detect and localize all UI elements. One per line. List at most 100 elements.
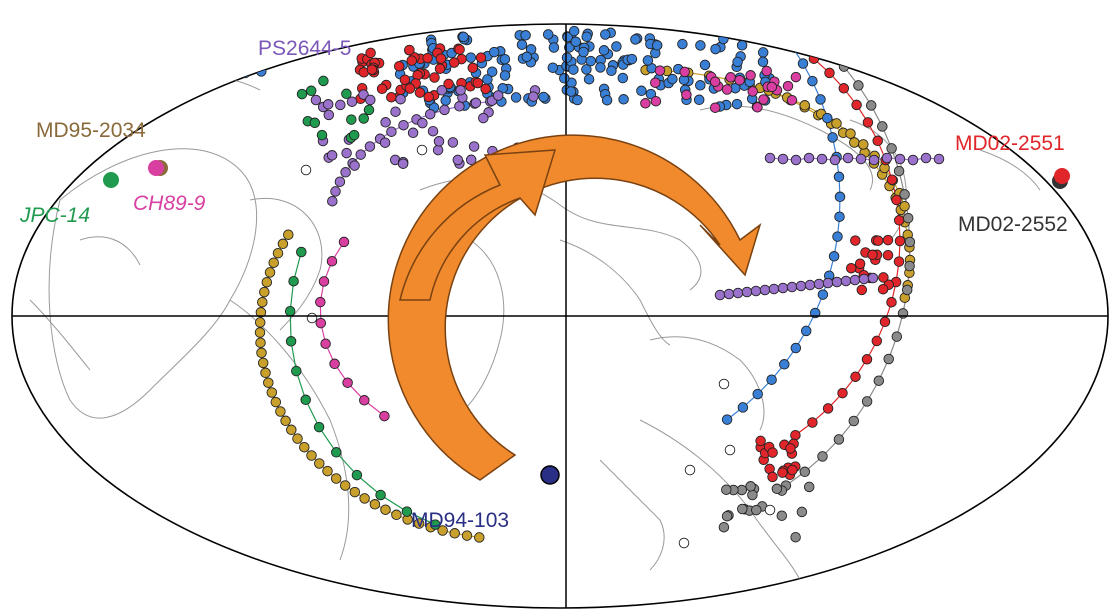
sample-point xyxy=(845,128,856,139)
sample-point xyxy=(867,272,879,284)
sample-point xyxy=(858,273,870,285)
sample-point xyxy=(899,189,910,200)
jpc14-dot xyxy=(103,172,119,188)
sample-point xyxy=(439,104,450,116)
path-line xyxy=(331,100,491,202)
rotation-arrow-shape xyxy=(387,134,762,481)
label-md94: MD94-103 xyxy=(411,509,509,532)
sample-point xyxy=(795,280,807,292)
sample-point xyxy=(436,85,448,96)
sample-point xyxy=(822,403,834,414)
sample-point xyxy=(315,296,326,308)
sample-point xyxy=(779,359,790,370)
sample-point xyxy=(327,195,338,207)
sample-point xyxy=(709,102,721,113)
sample-point xyxy=(651,40,663,51)
sample-point xyxy=(565,86,577,97)
sample-point xyxy=(600,29,611,40)
sample-point xyxy=(521,51,533,63)
sample-point xyxy=(752,102,763,113)
sample-point xyxy=(416,144,428,156)
sample-point xyxy=(904,260,915,272)
sample-point xyxy=(757,56,769,68)
sample-point xyxy=(583,73,595,85)
sample-point xyxy=(797,58,809,69)
sample-point xyxy=(766,374,777,385)
sample-point xyxy=(499,53,511,65)
sample-point xyxy=(751,504,762,516)
sample-point xyxy=(748,0,758,6)
sample-point xyxy=(393,60,405,72)
sample-point xyxy=(386,126,397,137)
sample-point xyxy=(907,154,919,166)
sample-point xyxy=(868,154,880,166)
sample-point xyxy=(891,331,903,342)
path-line xyxy=(785,48,911,487)
sample-point xyxy=(721,510,733,522)
sample-point xyxy=(470,97,482,109)
sample-point xyxy=(807,75,818,87)
sample-point xyxy=(433,136,445,147)
sample-point xyxy=(759,284,771,296)
sample-point xyxy=(721,484,732,495)
sample-point xyxy=(768,283,780,295)
sample-point xyxy=(296,88,308,100)
sample-point xyxy=(320,338,331,349)
sample-point xyxy=(757,47,769,58)
sample-point xyxy=(873,375,885,386)
sample-point xyxy=(581,64,592,75)
sample-point xyxy=(572,94,583,106)
sample-point xyxy=(855,153,867,165)
sample-point xyxy=(790,429,801,441)
sample-point xyxy=(822,277,834,289)
sample-point xyxy=(475,52,487,63)
sample-point xyxy=(310,94,322,106)
sample-point xyxy=(486,66,498,77)
sample-point xyxy=(736,40,748,51)
sample-point xyxy=(330,473,342,484)
sample-point xyxy=(223,69,235,81)
label-ch89: CH89-9 xyxy=(133,192,206,215)
sample-point xyxy=(897,308,909,319)
sample-point xyxy=(561,52,573,63)
sample-point xyxy=(790,342,802,354)
sample-point xyxy=(714,289,726,301)
sample-point xyxy=(339,480,351,491)
sample-point xyxy=(322,465,333,477)
sample-point xyxy=(831,118,842,129)
sample-point xyxy=(397,158,409,169)
sample-point xyxy=(904,236,916,248)
md95-markers xyxy=(103,160,168,188)
sample-point xyxy=(499,70,511,81)
sample-point xyxy=(618,94,629,105)
sample-point xyxy=(349,160,360,171)
sample-point xyxy=(478,112,489,124)
sample-point xyxy=(636,85,647,97)
sample-point xyxy=(845,262,857,274)
sample-point xyxy=(650,77,661,88)
sample-point xyxy=(723,288,735,300)
sample-point xyxy=(342,377,353,388)
sample-point xyxy=(341,88,352,100)
sample-point xyxy=(842,152,854,164)
sample-point xyxy=(786,281,798,293)
sample-point xyxy=(718,378,730,390)
sample-point xyxy=(732,287,744,299)
sample-point xyxy=(872,135,883,147)
sample-point xyxy=(737,503,748,515)
sample-point xyxy=(764,152,776,164)
sample-point xyxy=(326,150,338,161)
sample-point xyxy=(881,152,893,164)
sample-point xyxy=(865,100,877,111)
sample-point xyxy=(813,278,825,290)
sample-point xyxy=(468,141,480,152)
sample-point xyxy=(432,144,444,156)
sample-point xyxy=(595,62,606,73)
sample-point xyxy=(606,65,617,77)
sample-point xyxy=(650,95,662,107)
sample-point xyxy=(398,119,409,131)
sample-point xyxy=(626,53,638,65)
sample-point xyxy=(340,167,351,178)
